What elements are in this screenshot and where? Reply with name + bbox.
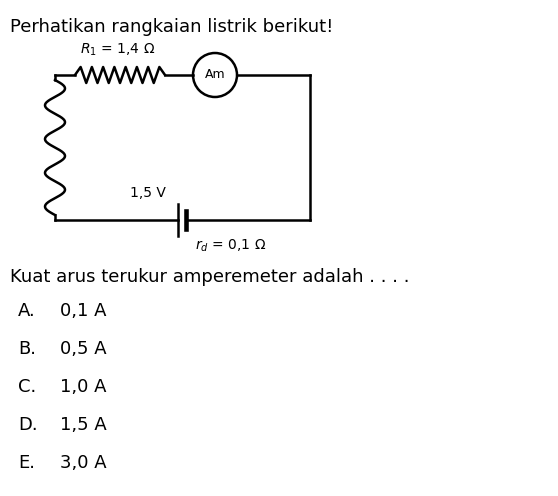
Text: $r_d$ = 0,1 Ω: $r_d$ = 0,1 Ω bbox=[195, 238, 266, 254]
Text: Am: Am bbox=[205, 68, 225, 81]
Text: A.: A. bbox=[18, 302, 36, 320]
Text: 0,1 A: 0,1 A bbox=[60, 302, 107, 320]
Text: Kuat arus terukur amperemeter adalah . . . .: Kuat arus terukur amperemeter adalah . .… bbox=[10, 268, 410, 286]
Text: $R_1$ = 1,4 Ω: $R_1$ = 1,4 Ω bbox=[80, 42, 156, 58]
Text: B.: B. bbox=[18, 340, 36, 358]
Text: 0,5 A: 0,5 A bbox=[60, 340, 107, 358]
Text: C.: C. bbox=[18, 378, 36, 396]
Text: 1,5 V: 1,5 V bbox=[130, 186, 166, 200]
Text: Perhatikan rangkaian listrik berikut!: Perhatikan rangkaian listrik berikut! bbox=[10, 18, 333, 36]
Text: 3,0 A: 3,0 A bbox=[60, 454, 107, 472]
Text: E.: E. bbox=[18, 454, 35, 472]
Text: 1,0 A: 1,0 A bbox=[60, 378, 107, 396]
Text: D.: D. bbox=[18, 416, 37, 434]
Text: 1,5 A: 1,5 A bbox=[60, 416, 107, 434]
